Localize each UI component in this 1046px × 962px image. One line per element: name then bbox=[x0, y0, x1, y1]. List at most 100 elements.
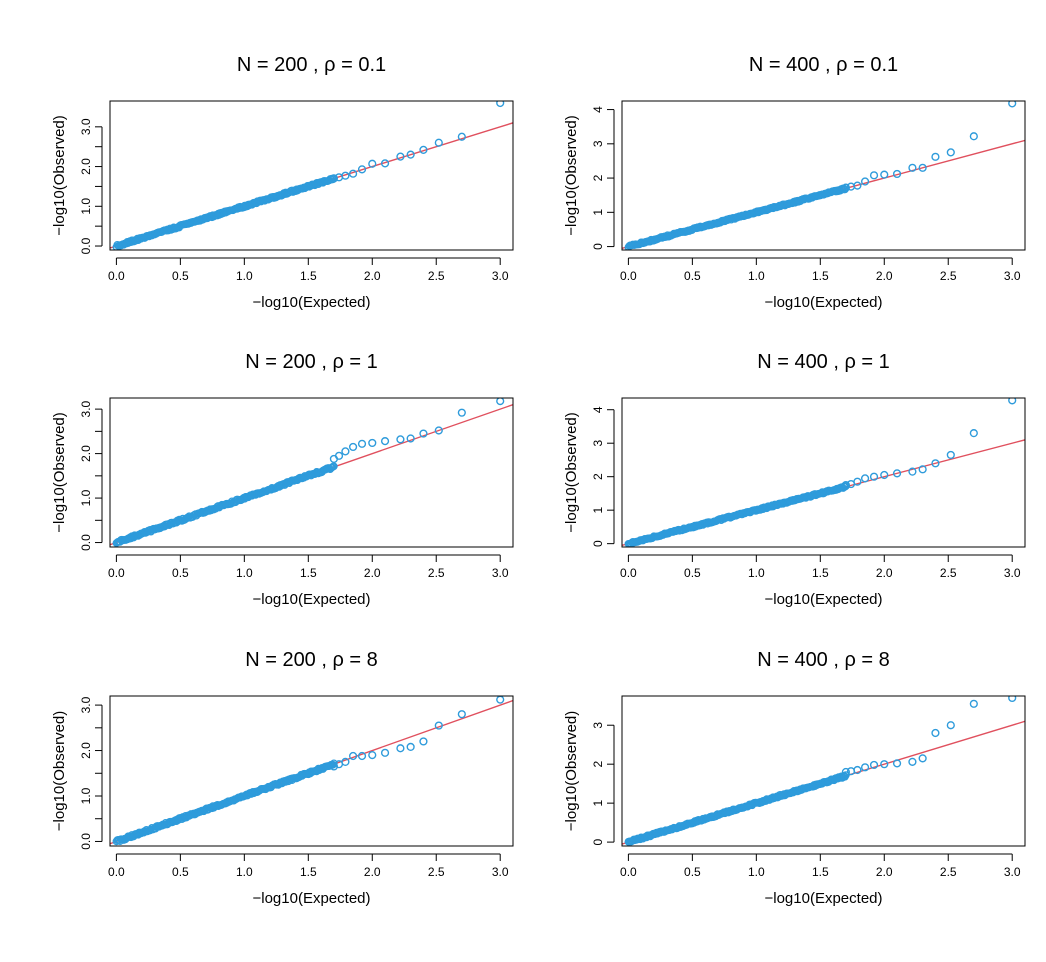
x-axis-label: −log10(Expected) bbox=[765, 890, 883, 907]
x-tick-label: 3.0 bbox=[492, 269, 509, 283]
x-tick-label: 1.5 bbox=[812, 269, 829, 283]
x-tick-label: 0.0 bbox=[108, 566, 125, 580]
panel-title: N = 400 , ρ = 0.1 bbox=[749, 54, 898, 76]
qq-point bbox=[880, 170, 889, 179]
x-tick-label: 1.0 bbox=[748, 865, 765, 879]
x-tick-label: 0.5 bbox=[684, 566, 701, 580]
qq-point bbox=[892, 469, 902, 478]
x-tick-label: 3.0 bbox=[1004, 865, 1021, 879]
x-axis: 0.0 0.5 1.0 1.5 2.0 2.5 3.0 bbox=[620, 554, 1021, 580]
qq-point bbox=[406, 742, 415, 752]
qq-point bbox=[112, 837, 121, 846]
y-axis-label: −log10(Observed) bbox=[563, 412, 580, 532]
qq-point bbox=[419, 429, 428, 438]
qq-point bbox=[434, 426, 443, 435]
qq-point bbox=[841, 480, 850, 490]
x-tick-label: 3.0 bbox=[1004, 269, 1021, 283]
qq-point bbox=[348, 751, 358, 761]
qq-panel-1: N = 200 , ρ = 0.1 −log10(Expected) −log10(… bbox=[51, 54, 514, 311]
qq-point bbox=[341, 171, 350, 180]
qq-point bbox=[931, 152, 940, 161]
x-tick-label: 1.5 bbox=[812, 566, 829, 580]
plot-frame bbox=[109, 695, 514, 847]
y-axis-label: −log10(Observed) bbox=[51, 412, 68, 532]
qq-point bbox=[419, 737, 428, 746]
x-tick-label: 2.5 bbox=[428, 865, 445, 879]
panel-title: N = 200 , ρ = 8 bbox=[245, 649, 378, 671]
qq-point bbox=[368, 438, 377, 448]
x-tick-label: 0.5 bbox=[684, 865, 701, 879]
qq-point bbox=[380, 748, 390, 757]
y-axis-label: −log10(Observed) bbox=[51, 711, 68, 831]
qq-point bbox=[624, 243, 633, 250]
qq-point bbox=[113, 836, 122, 844]
qq-point bbox=[419, 145, 428, 154]
y-tick-label: 4 bbox=[591, 106, 605, 113]
x-tick-label: 1.5 bbox=[300, 566, 317, 580]
x-tick-label: 0.0 bbox=[108, 865, 125, 879]
x-tick-label: 2.0 bbox=[364, 269, 381, 283]
y-axis: 0 1 2 3 4 bbox=[591, 106, 615, 250]
y-tick-label: 0.0 bbox=[79, 237, 93, 254]
qq-point bbox=[1008, 398, 1017, 405]
x-tick-label: 1.0 bbox=[236, 269, 253, 283]
qq-point bbox=[348, 169, 358, 178]
qq-point bbox=[853, 477, 862, 486]
qq-point bbox=[918, 754, 927, 763]
qq-point bbox=[380, 159, 390, 168]
x-tick-label: 2.0 bbox=[364, 865, 381, 879]
qq-point bbox=[860, 177, 870, 186]
plot-frame bbox=[109, 100, 514, 251]
y-tick-label: 4 bbox=[591, 406, 605, 413]
y-tick-label: 3.0 bbox=[79, 400, 93, 417]
qq-point bbox=[908, 163, 917, 172]
x-axis-label: −log10(Expected) bbox=[765, 294, 883, 311]
x-tick-label: 0.5 bbox=[684, 269, 701, 283]
x-axis-label: −log10(Expected) bbox=[253, 591, 371, 608]
qq-point bbox=[625, 242, 634, 250]
y-axis: 0.0 1.0 2.0 3.0 bbox=[79, 696, 103, 850]
y-tick-label: 3 bbox=[591, 140, 605, 147]
y-axis-label: −log10(Observed) bbox=[563, 115, 580, 235]
x-tick-label: 0.5 bbox=[172, 566, 189, 580]
y-tick-label: 3.0 bbox=[79, 696, 93, 713]
qq-point bbox=[434, 721, 443, 730]
panel-title: N = 400 , ρ = 8 bbox=[757, 649, 890, 671]
qq-point bbox=[624, 837, 633, 846]
x-axis: 0.0 0.5 1.0 1.5 2.0 2.5 3.0 bbox=[108, 554, 509, 580]
y-tick-label: 2 bbox=[591, 761, 605, 768]
qq-point bbox=[892, 759, 902, 768]
y-tick-label: 3 bbox=[591, 722, 605, 729]
qq-point bbox=[853, 181, 862, 190]
qq-point bbox=[457, 408, 466, 417]
x-tick-label: 2.0 bbox=[876, 865, 893, 879]
qq-panel-6: N = 400 , ρ = 8 −log10(Expected) −log10(Ob… bbox=[563, 649, 1026, 907]
x-axis: 0.0 0.5 1.0 1.5 2.0 2.5 3.0 bbox=[620, 853, 1021, 879]
qq-point bbox=[918, 465, 927, 474]
x-tick-label: 3.0 bbox=[492, 865, 509, 879]
panel-title: N = 200 , ρ = 0.1 bbox=[237, 54, 386, 76]
qq-point bbox=[329, 762, 338, 771]
qq-point bbox=[869, 760, 879, 770]
y-tick-label: 1.0 bbox=[79, 489, 93, 506]
qq-point bbox=[969, 132, 978, 141]
qq-point bbox=[348, 442, 358, 452]
points bbox=[112, 398, 505, 547]
x-tick-label: 2.0 bbox=[876, 269, 893, 283]
y-tick-label: 2.0 bbox=[79, 158, 93, 175]
x-tick-label: 0.5 bbox=[172, 865, 189, 879]
x-tick-label: 1.5 bbox=[300, 269, 317, 283]
y-tick-label: 2.0 bbox=[79, 742, 93, 759]
qq-point bbox=[496, 398, 505, 406]
x-tick-label: 1.0 bbox=[748, 566, 765, 580]
points bbox=[624, 101, 1017, 250]
x-tick-label: 1.5 bbox=[300, 865, 317, 879]
qq-point bbox=[841, 767, 850, 777]
panel-title: N = 200 , ρ = 1 bbox=[245, 351, 378, 373]
x-tick-label: 1.0 bbox=[748, 269, 765, 283]
qq-point bbox=[880, 760, 889, 769]
qq-point bbox=[357, 165, 367, 174]
y-tick-label: 3.0 bbox=[79, 118, 93, 135]
